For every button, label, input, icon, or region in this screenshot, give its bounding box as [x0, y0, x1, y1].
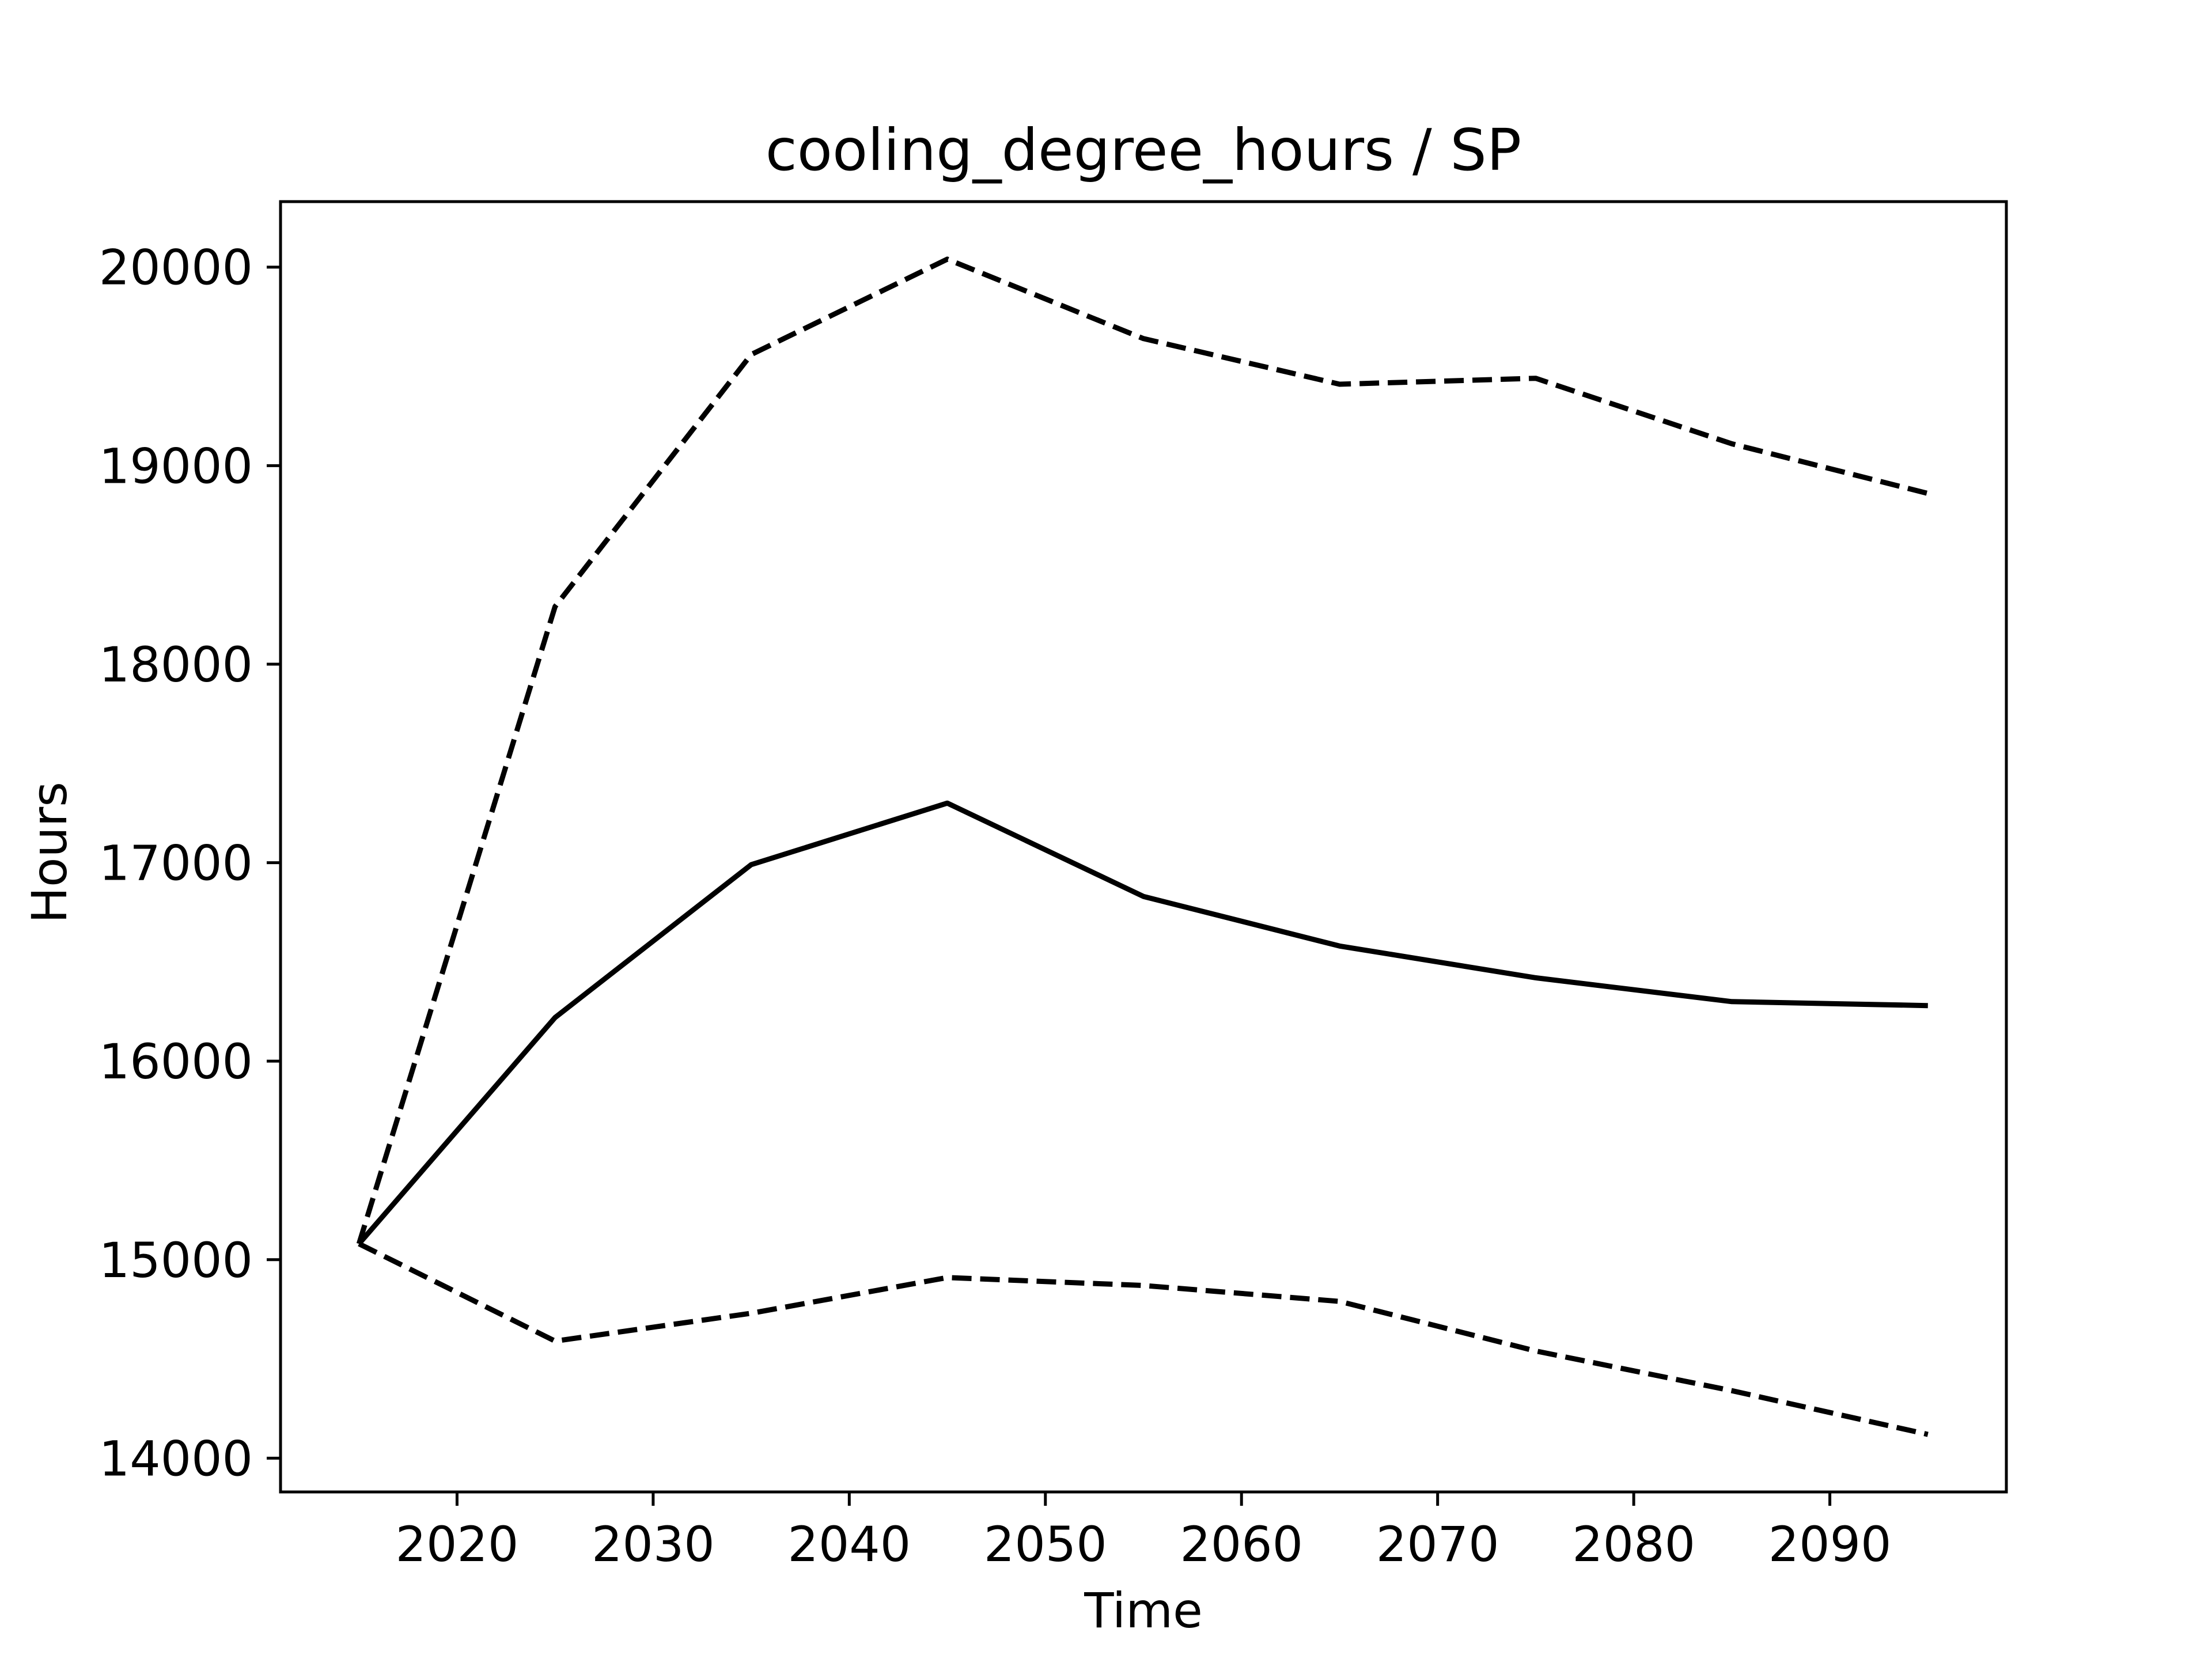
x-tick-label: 2050	[984, 1516, 1107, 1573]
x-axis-ticks: 2020 2030 2040 2050 2060 2070 2080 2090	[396, 1492, 1892, 1573]
series-line-2-dashed	[358, 1241, 1929, 1437]
x-tick-label: 2090	[1768, 1516, 1892, 1573]
y-tick-label: 17000	[99, 835, 253, 892]
series-layer	[356, 256, 1929, 1437]
x-tick-label: 2080	[1572, 1516, 1695, 1573]
y-tick-label: 15000	[99, 1232, 253, 1289]
series-line-1-dashed	[356, 256, 1929, 1245]
x-tick-label: 2020	[396, 1516, 519, 1573]
x-tick-label: 2060	[1180, 1516, 1303, 1573]
plot-frame	[279, 200, 2008, 1494]
chart-title: cooling_degree_hours / SP	[766, 116, 1521, 184]
y-tick-label: 18000	[99, 637, 253, 693]
x-tick-label: 2030	[592, 1516, 715, 1573]
y-tick-label: 16000	[99, 1033, 253, 1090]
y-tick-label: 20000	[99, 240, 253, 296]
y-tick-label: 19000	[99, 438, 253, 494]
x-tick-label: 2070	[1376, 1516, 1499, 1573]
y-axis-ticks: 14000 15000 16000 17000 18000 19000 20000	[99, 240, 281, 1487]
y-axis-label: Hours	[21, 782, 78, 923]
x-axis-label: Time	[1084, 1582, 1203, 1639]
y-tick-label: 14000	[99, 1430, 253, 1487]
series-line-0-solid	[357, 800, 1928, 1246]
x-tick-label: 2040	[787, 1516, 911, 1573]
